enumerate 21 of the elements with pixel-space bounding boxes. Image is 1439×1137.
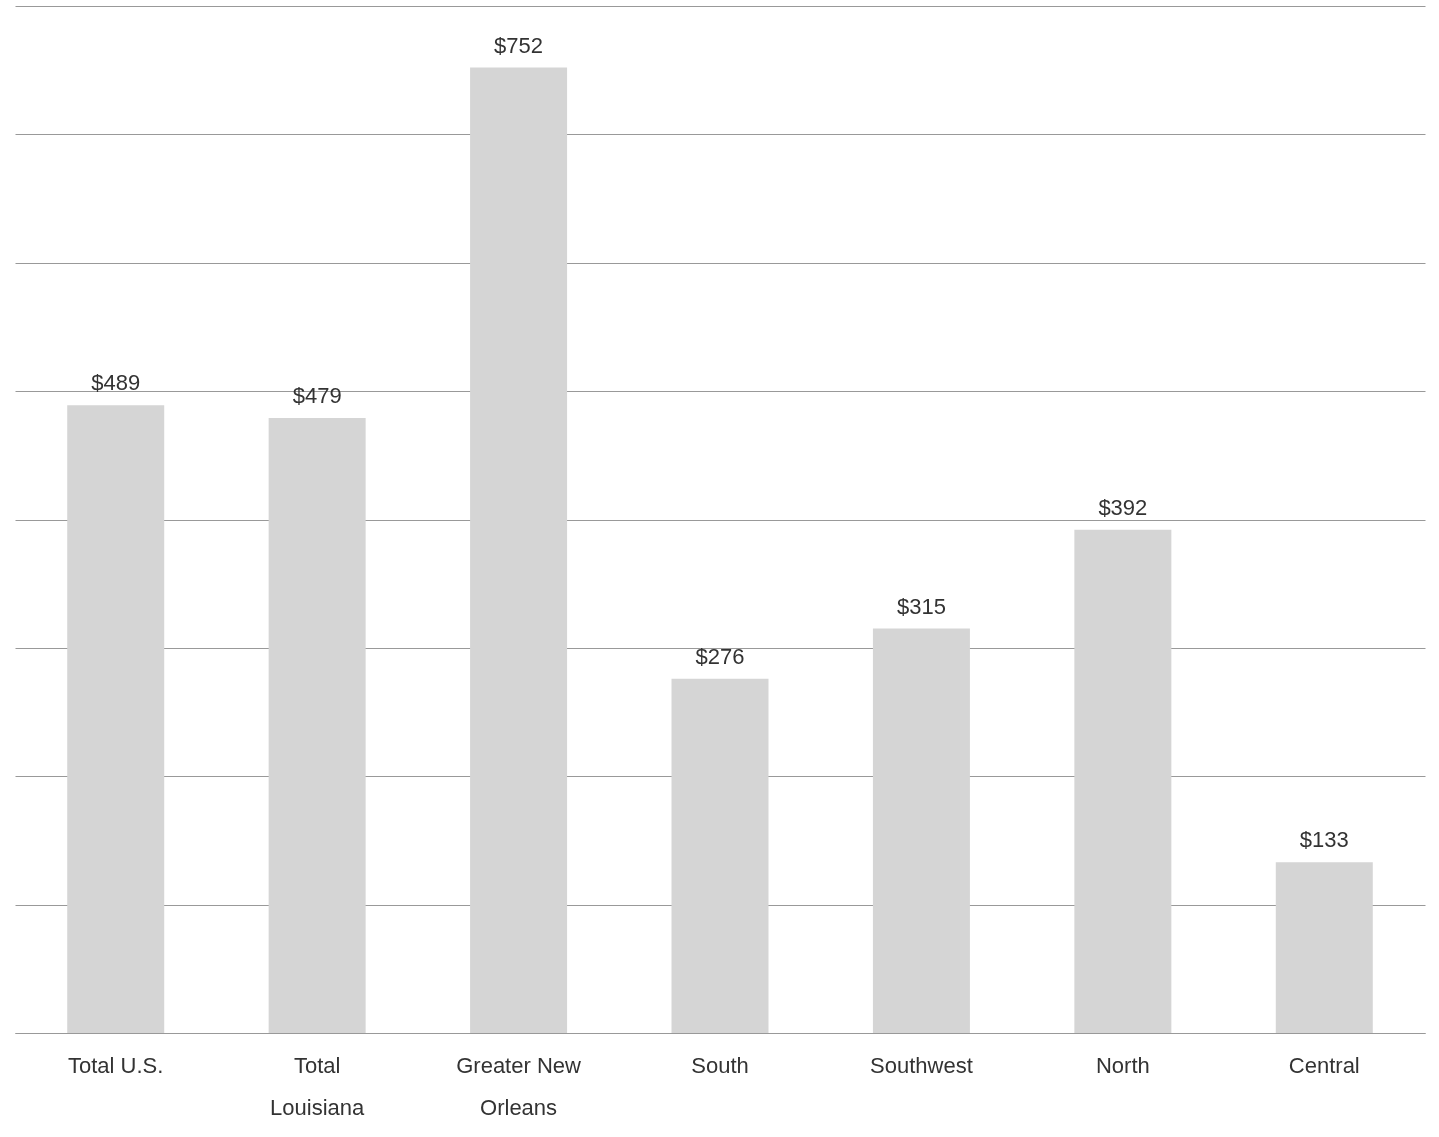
bar xyxy=(1074,529,1172,1033)
x-tick-label: Greater New Orleans xyxy=(456,1052,582,1120)
data-label: $392 xyxy=(1098,494,1148,520)
data-label: $315 xyxy=(896,593,946,619)
bar xyxy=(872,628,970,1033)
bar xyxy=(470,67,568,1033)
data-label: $276 xyxy=(695,643,745,669)
x-tick-label: South xyxy=(691,1052,749,1078)
x-tick-label: Central xyxy=(1288,1052,1360,1078)
data-label: $479 xyxy=(292,383,342,409)
x-tick-label: North xyxy=(1095,1052,1150,1078)
data-label: $133 xyxy=(1299,827,1349,853)
bar xyxy=(268,418,366,1033)
bar xyxy=(1275,862,1373,1033)
x-tick-label: Southwest xyxy=(870,1052,973,1078)
data-label: $752 xyxy=(494,32,544,58)
bar xyxy=(671,678,769,1033)
x-tick-label: Total U.S. xyxy=(68,1052,164,1078)
data-label: $489 xyxy=(91,370,141,396)
bar xyxy=(67,405,165,1033)
x-tick-label: Total Louisiana xyxy=(270,1052,365,1120)
